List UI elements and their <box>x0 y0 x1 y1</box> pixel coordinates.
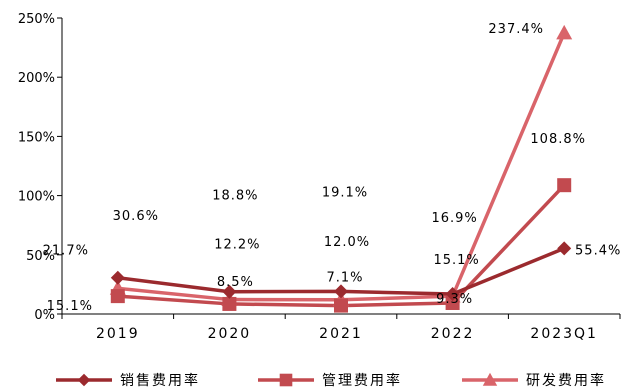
y-tick-label: 150% <box>18 130 55 145</box>
series-lines <box>117 32 566 308</box>
y-tick-label: 200% <box>18 71 55 86</box>
square-marker <box>279 373 293 387</box>
square-marker <box>334 298 348 313</box>
square-marker <box>110 289 125 304</box>
series-markers <box>109 24 573 313</box>
data-label: 9.3% <box>436 292 473 307</box>
x-tick-label: 2023Q1 <box>530 326 598 342</box>
data-label: 16.9% <box>431 211 477 226</box>
square-marker <box>222 296 237 311</box>
y-tick-label: 250% <box>18 12 55 27</box>
data-label: 12.2% <box>214 238 260 253</box>
data-label: 12.0% <box>324 235 370 250</box>
x-tick-label: 2020 <box>208 326 252 342</box>
y-tick-label: 50% <box>26 249 55 264</box>
data-label: 7.1% <box>326 271 363 286</box>
data-labels: 30.6% 18.8% 19.1% 16.9% 55.4% 15.1% 8.5% 7.1% 9.… <box>43 22 621 314</box>
series-line <box>117 32 566 302</box>
legend-label: 研发费用率 <box>526 372 606 389</box>
chart-axes: 0% 50% 100% 150% 200% 250% 2019 2020 2021 2022 202… <box>18 12 621 342</box>
legend-label: 销售费用率 <box>120 372 200 389</box>
triangle-marker <box>556 24 573 40</box>
data-label: 8.5% <box>217 275 254 290</box>
data-label: 18.8% <box>212 189 258 204</box>
x-tick-label: 2019 <box>96 326 140 342</box>
x-tick-label: 2021 <box>319 326 363 342</box>
data-label: 237.4% <box>488 22 544 37</box>
diamond-marker <box>222 284 237 299</box>
diamond-marker <box>557 241 572 256</box>
legend-label: 管理费用率 <box>322 372 402 389</box>
y-tick-label: 100% <box>18 190 55 205</box>
data-label: 21.7% <box>43 243 89 258</box>
diamond-marker <box>110 270 125 285</box>
triangle-marker <box>482 372 498 386</box>
square-marker <box>445 295 460 310</box>
diamond-marker <box>445 286 460 301</box>
diamond-marker <box>77 373 91 387</box>
y-tick-label: 0% <box>34 308 55 323</box>
data-label: 15.1% <box>433 253 479 268</box>
data-label: 108.8% <box>530 132 586 147</box>
data-label: 19.1% <box>322 185 368 200</box>
x-tick-label: 2022 <box>431 326 475 342</box>
data-label: 55.4% <box>575 243 621 258</box>
diamond-marker <box>334 284 348 299</box>
chart-legend: 销售费用率 管理费用率 研发费用率 <box>56 372 606 389</box>
square-marker <box>557 178 572 193</box>
data-label: 30.6% <box>113 209 159 224</box>
data-label: 15.1% <box>47 299 93 314</box>
